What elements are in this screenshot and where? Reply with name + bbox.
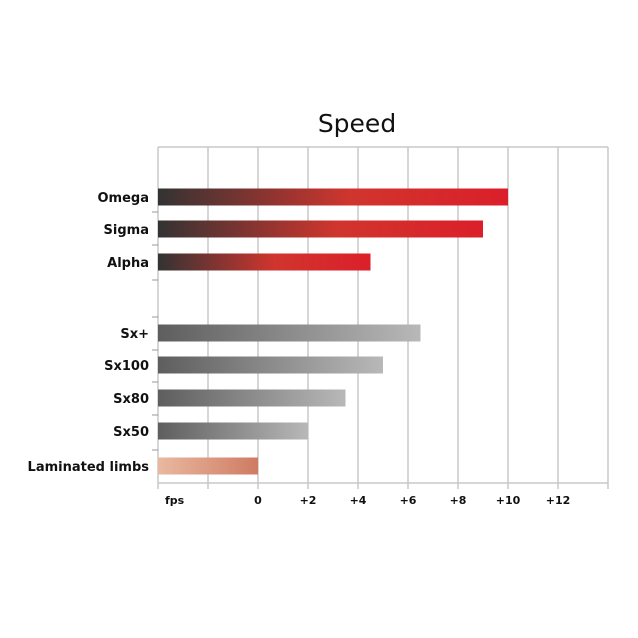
category-label: Omega (98, 191, 150, 206)
bar-sx- (158, 324, 421, 342)
category-label: Sx80 (113, 392, 149, 407)
x-tick-label: +4 (350, 494, 367, 507)
bars (158, 188, 508, 475)
bar-laminated-limbs (158, 457, 258, 475)
x-tick-label: +8 (450, 494, 467, 507)
bar-omega (158, 188, 508, 206)
bar-sx50 (158, 422, 308, 440)
x-tick-label: +10 (496, 494, 521, 507)
category-label: Laminated limbs (28, 460, 150, 475)
x-tick-label: +12 (546, 494, 571, 507)
x-tick-label: +6 (400, 494, 417, 507)
x-tick-label: fps (165, 494, 185, 507)
bar-sx80 (158, 389, 346, 407)
category-label: Sx+ (120, 327, 149, 342)
bar-alpha (158, 253, 371, 271)
category-label: Alpha (107, 256, 149, 271)
category-label: Sx100 (104, 359, 149, 374)
x-tick-label: 0 (254, 494, 262, 507)
x-tick-labels: fps 0 +2 +4 +6 +8 +10 +12 (165, 494, 570, 507)
category-label: Sigma (104, 223, 149, 238)
chart-title: Speed (318, 109, 396, 138)
bar-sigma (158, 220, 483, 238)
bar-sx100 (158, 356, 383, 374)
category-labels: Omega Sigma Alpha Sx+ Sx100 Sx80 Sx50 Laminated… (28, 191, 150, 475)
category-label: Sx50 (113, 425, 149, 440)
x-tick-label: +2 (300, 494, 317, 507)
